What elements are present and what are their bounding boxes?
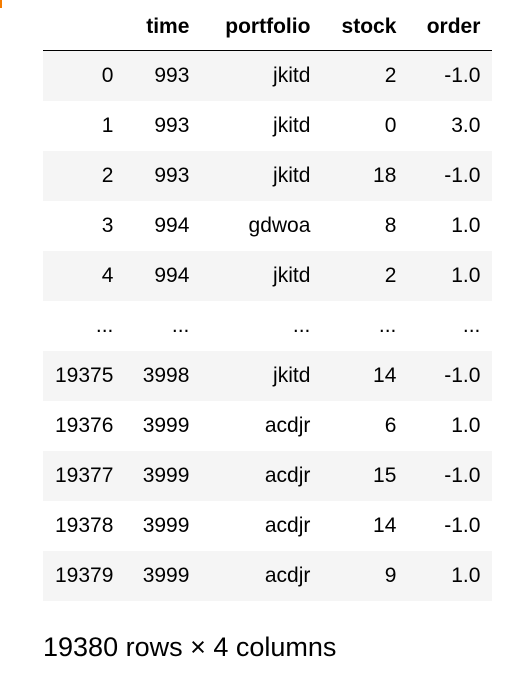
cell-order: 1.0 [451, 564, 481, 587]
cell-portfolio: acdjr [264, 514, 311, 537]
cell-portfolio: acdjr [264, 414, 311, 437]
cell-portfolio: jkitd [273, 114, 311, 137]
table-row: 19377 3999 acdjr 15 -1.0 [43, 451, 493, 501]
cell-order: 1.0 [451, 214, 481, 237]
row-index-cell: 4 [101, 264, 114, 287]
cell-stock: 18 [373, 164, 397, 187]
cell-order: 1.0 [451, 264, 481, 287]
index-header [43, 3, 126, 51]
row-index-cell: 19375 [55, 364, 114, 387]
cell-time: 3999 [142, 514, 190, 537]
table-row: 0 993 jkitd 2 -1.0 [43, 50, 493, 101]
header-row: time portfolio stock order [43, 3, 493, 51]
cell-portfolio: jkitd [273, 364, 311, 387]
table-row: 19379 3999 acdjr 9 1.0 [43, 551, 493, 601]
row-index-cell: 19376 [55, 414, 114, 437]
cell-time: 3998 [142, 364, 190, 387]
row-index-cell: 19378 [55, 514, 114, 537]
column-header-time: time [125, 3, 202, 51]
table-row: 2 993 jkitd 18 -1.0 [43, 151, 493, 201]
cell-stock: ... [378, 314, 397, 337]
cell-portfolio: jkitd [273, 64, 311, 87]
row-index-cell: 2 [101, 164, 114, 187]
cell-time: 993 [154, 64, 190, 87]
cell-stock: 9 [384, 564, 397, 587]
cell-order: 1.0 [451, 414, 481, 437]
row-index-cell: 1 [101, 114, 114, 137]
cell-marker [0, 0, 2, 8]
cell-portfolio: jkitd [273, 264, 311, 287]
cell-stock: 2 [384, 264, 397, 287]
dataframe-table: time portfolio stock order 0 993 jkitd 2 -1.… [43, 3, 493, 601]
cell-portfolio: acdjr [264, 464, 311, 487]
table-row: 19375 3998 jkitd 14 -1.0 [43, 351, 493, 401]
table-row: ............... [43, 301, 493, 351]
cell-order: ... [462, 314, 481, 337]
cell-stock: 0 [384, 114, 397, 137]
cell-stock: 6 [384, 414, 397, 437]
table-row: 1 993 jkitd 0 3.0 [43, 101, 493, 151]
shape-summary: 19380 rows × 4 columns [43, 632, 337, 662]
table-row: 3 994 gdwoa 8 1.0 [43, 201, 493, 251]
row-index-cell: ... [95, 314, 114, 337]
cell-portfolio: gdwoa [248, 214, 311, 237]
row-index-cell: 3 [101, 214, 114, 237]
cell-stock: 8 [384, 214, 397, 237]
cell-time: 3999 [142, 464, 190, 487]
column-header-portfolio: portfolio [201, 3, 323, 51]
cell-stock: 15 [373, 464, 397, 487]
cell-time: 3999 [142, 564, 190, 587]
cell-time: ... [171, 314, 190, 337]
cell-time: 993 [154, 164, 190, 187]
row-index-cell: 19377 [55, 464, 114, 487]
cell-time: 3999 [142, 414, 190, 437]
table-row: 19376 3999 acdjr 6 1.0 [43, 401, 493, 451]
row-index-cell: 19379 [55, 564, 114, 587]
table-body: 0 993 jkitd 2 -1.0 1 993 jkitd 0 3.0 2 993 jkitd 18 -1… [43, 50, 493, 601]
cell-time: 994 [154, 264, 190, 287]
table-row: 4 994 jkitd 2 1.0 [43, 251, 493, 301]
cell-order: -1.0 [444, 164, 481, 187]
cell-time: 994 [154, 214, 190, 237]
cell-portfolio: acdjr [264, 564, 311, 587]
cell-order: -1.0 [444, 464, 481, 487]
cell-order: -1.0 [444, 514, 481, 537]
cell-portfolio: ... [292, 314, 311, 337]
cell-order: 3.0 [451, 114, 481, 137]
cell-order: -1.0 [444, 64, 481, 87]
cell-time: 993 [154, 114, 190, 137]
row-index-cell: 0 [101, 64, 114, 87]
cell-stock: 14 [373, 514, 397, 537]
cell-stock: 14 [373, 364, 397, 387]
cell-portfolio: jkitd [273, 164, 311, 187]
cell-order: -1.0 [444, 364, 481, 387]
table-row: 19378 3999 acdjr 14 -1.0 [43, 501, 493, 551]
cell-stock: 2 [384, 64, 397, 87]
column-header-order: order [408, 3, 493, 51]
column-header-stock: stock [322, 3, 409, 51]
